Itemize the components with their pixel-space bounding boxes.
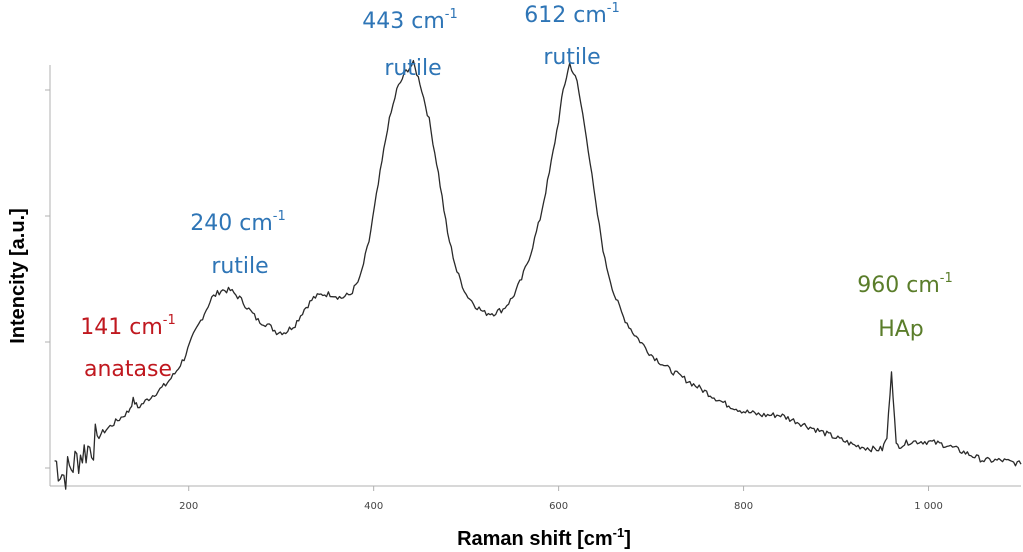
y-ticks <box>45 89 50 469</box>
x-tick-label: 400 <box>364 501 383 512</box>
annotation-141: 141 cm-1 anatase <box>80 313 175 382</box>
x-axis-title: Raman shift [cm-1] <box>457 525 631 550</box>
annotation-443-label: rutile <box>384 56 441 81</box>
spectrum-line <box>54 59 1022 490</box>
x-ticks: 200 400 600 800 1 000 <box>179 486 943 512</box>
annotation-240: 240 cm-1 rutile <box>190 209 285 279</box>
annotation-960: 960 cm-1 HAp <box>857 271 952 342</box>
plot-frame <box>49 65 1021 487</box>
annotation-612-value: 612 cm-1 <box>524 1 619 28</box>
annotation-141-label: anatase <box>84 357 172 382</box>
x-tick-label: 600 <box>549 501 568 512</box>
annotation-141-value: 141 cm-1 <box>80 313 175 340</box>
annotation-960-value: 960 cm-1 <box>857 271 952 298</box>
annotation-240-label: rutile <box>211 254 268 279</box>
x-tick-label: 200 <box>179 501 198 512</box>
x-tick-label: 800 <box>734 501 753 512</box>
annotation-240-value: 240 cm-1 <box>190 209 285 236</box>
annotation-443-value: 443 cm-1 <box>362 7 457 34</box>
annotation-612: 612 cm-1 rutile <box>524 1 619 70</box>
x-tick-label: 1 000 <box>914 501 943 512</box>
y-axis-title: Intencity [a.u.] <box>7 208 29 344</box>
annotation-612-label: rutile <box>543 45 600 70</box>
annotation-960-label: HAp <box>878 317 924 342</box>
annotation-443: 443 cm-1 rutile <box>362 7 457 81</box>
